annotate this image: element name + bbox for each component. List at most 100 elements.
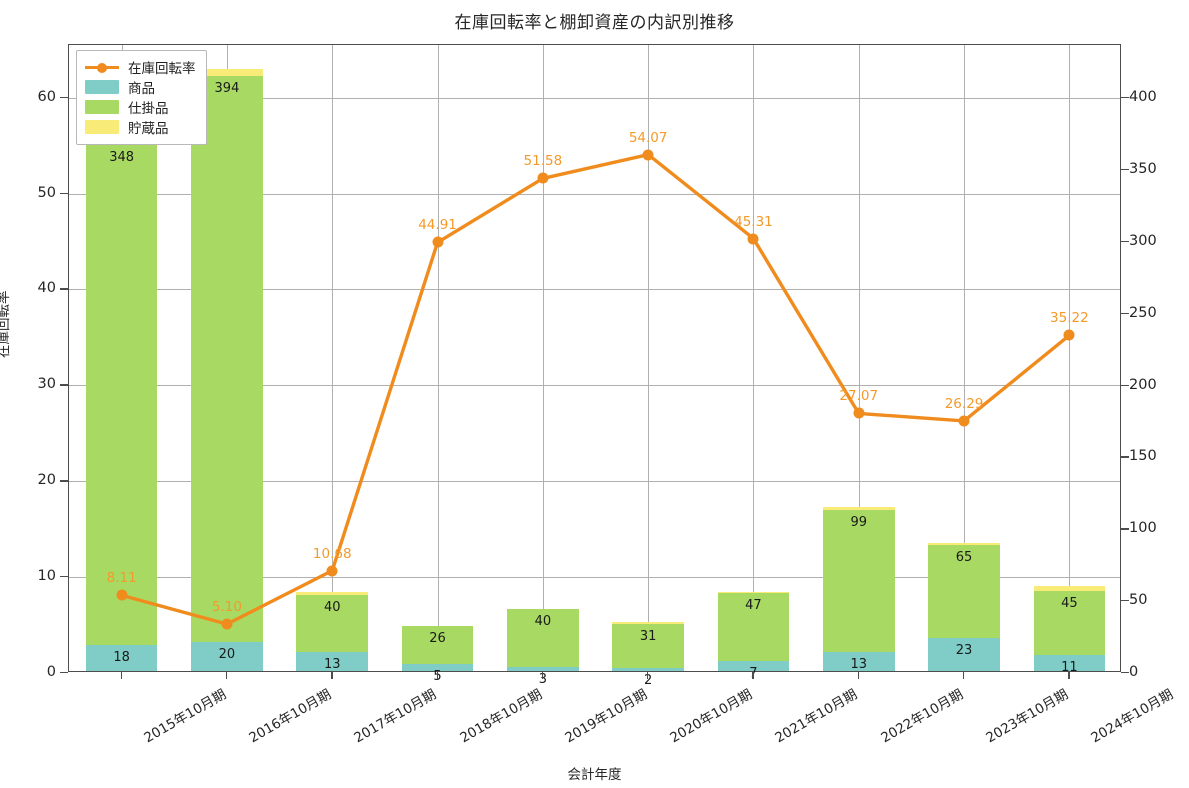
- y-axis-left-tick-label: 20: [37, 472, 56, 489]
- y-axis-left-tick-label: 50: [37, 184, 56, 201]
- legend-color-swatch-icon: [85, 120, 119, 134]
- x-axis-tick-label: 2015年10月期: [140, 686, 229, 747]
- line-data-point[interactable]: [116, 589, 128, 601]
- bar-value-label: 18: [113, 650, 130, 666]
- y-axis-right-tick: [1121, 169, 1129, 171]
- bar-value-label: 26: [429, 631, 446, 647]
- bar-segment[interactable]: [296, 652, 369, 671]
- bar-segment[interactable]: [507, 609, 579, 667]
- bar-stack[interactable]: [296, 591, 369, 671]
- bar-segment[interactable]: [612, 622, 684, 624]
- line-data-point[interactable]: [537, 172, 549, 184]
- y-axis-left-tick: [60, 384, 68, 386]
- x-axis-tick: [120, 672, 122, 679]
- bar-value-label: 2: [644, 673, 653, 689]
- bar-segment[interactable]: [928, 543, 1000, 545]
- line-value-label: 54.07: [628, 129, 668, 146]
- legend-item[interactable]: 在庫回転率: [85, 57, 196, 77]
- legend-item[interactable]: 貯蔵品: [85, 117, 196, 137]
- x-axis-tick: [541, 672, 544, 679]
- line-data-point[interactable]: [958, 415, 970, 427]
- x-axis-tick-label: 2016年10月期: [246, 686, 334, 747]
- line-data-point[interactable]: [432, 236, 444, 248]
- bar-segment[interactable]: [822, 652, 895, 671]
- bar-segment[interactable]: [191, 642, 263, 671]
- legend-line-swatch-icon: [85, 60, 119, 74]
- y-axis-right-tick: [1121, 240, 1129, 243]
- bar-segment[interactable]: [1033, 586, 1106, 591]
- line-value-label: 26.29: [944, 395, 984, 412]
- bar-stack[interactable]: [612, 622, 684, 671]
- bar-value-label: 348: [109, 150, 135, 166]
- chart-title: 在庫回転率と棚卸資産の内訳別推移: [454, 13, 735, 33]
- legend-item[interactable]: 仕掛品: [85, 97, 196, 117]
- line-series-path: [119, 152, 1072, 626]
- bar-segment[interactable]: [928, 637, 1000, 671]
- bar-value-label: 99: [850, 515, 868, 531]
- bar-stack[interactable]: [191, 68, 263, 671]
- line-data-point[interactable]: [642, 149, 654, 161]
- bar-segment[interactable]: [296, 594, 369, 653]
- x-axis-tick-label: 2019年10月期: [562, 686, 650, 747]
- bar-segment[interactable]: [717, 591, 790, 594]
- bar-stack[interactable]: [822, 507, 895, 671]
- bar-segment[interactable]: [507, 666, 579, 671]
- line-data-point[interactable]: [747, 233, 759, 245]
- bar-value-label: 31: [639, 628, 657, 644]
- bar-segment[interactable]: [191, 68, 263, 77]
- bar-segment[interactable]: [717, 593, 790, 661]
- line-data-point[interactable]: [1063, 329, 1075, 341]
- y-axis-right-tick-label: 100: [1129, 520, 1157, 537]
- gridline-horizontal: [69, 193, 1120, 195]
- x-axis-tick: [331, 672, 333, 679]
- bar-segment[interactable]: [822, 507, 895, 511]
- x-axis-tick: [963, 672, 965, 679]
- plot-area: 183482039413405263402317471399236511458.…: [68, 44, 1121, 688]
- bar-value-label: 394: [214, 81, 240, 97]
- y-axis-left-tick-label: 60: [37, 88, 56, 105]
- bar-stack[interactable]: [928, 543, 1000, 671]
- x-axis-tick-label: 2020年10月期: [667, 686, 756, 747]
- line-data-point[interactable]: [853, 407, 865, 419]
- bar-segment[interactable]: [717, 660, 790, 671]
- y-axis-left-tick: [60, 96, 68, 99]
- gridline-vertical: [648, 45, 650, 671]
- bar-segment[interactable]: [822, 510, 895, 653]
- gridline-horizontal: [69, 481, 1120, 483]
- bar-segment[interactable]: [1033, 655, 1106, 671]
- bar-stack[interactable]: [401, 626, 474, 671]
- bar-segment[interactable]: [85, 145, 158, 646]
- bar-segment[interactable]: [612, 623, 684, 669]
- bar-segment[interactable]: [928, 544, 1000, 638]
- y-axis-right-tick: [1121, 528, 1129, 530]
- line-value-label: 5.10: [211, 599, 242, 616]
- line-data-point[interactable]: [326, 565, 338, 577]
- bar-stack[interactable]: [85, 139, 158, 671]
- bar-segment[interactable]: [401, 626, 474, 664]
- bar-value-label: 13: [323, 657, 341, 673]
- gridline-vertical: [332, 45, 334, 671]
- y-axis-right-tick-label: 250: [1129, 304, 1157, 321]
- bar-segment[interactable]: [1033, 590, 1106, 656]
- y-axis-left-tick-label: 40: [37, 280, 56, 297]
- bar-segment[interactable]: [612, 668, 684, 671]
- bar-segment[interactable]: [191, 76, 263, 643]
- x-axis-tick: [647, 672, 649, 679]
- bar-segment[interactable]: [401, 663, 474, 671]
- line-data-point[interactable]: [221, 618, 233, 630]
- bar-value-label: 23: [955, 642, 973, 658]
- x-axis-tick: [752, 672, 754, 679]
- bar-segment[interactable]: [296, 591, 369, 595]
- bar-stack[interactable]: [507, 609, 579, 671]
- gridline-vertical: [1069, 45, 1071, 671]
- legend-item[interactable]: 商品: [85, 77, 196, 97]
- y-axis-right-tick-label: 300: [1129, 232, 1157, 249]
- gridline-vertical: [858, 45, 860, 671]
- bar-segment[interactable]: [85, 645, 158, 671]
- bar-stack[interactable]: [1033, 586, 1106, 671]
- gridline-vertical: [542, 45, 544, 671]
- y-axis-right-tick-label: 200: [1129, 376, 1157, 393]
- legend-item-label: 商品: [128, 81, 155, 97]
- bar-stack[interactable]: [717, 591, 790, 671]
- x-axis-tick: [857, 672, 860, 679]
